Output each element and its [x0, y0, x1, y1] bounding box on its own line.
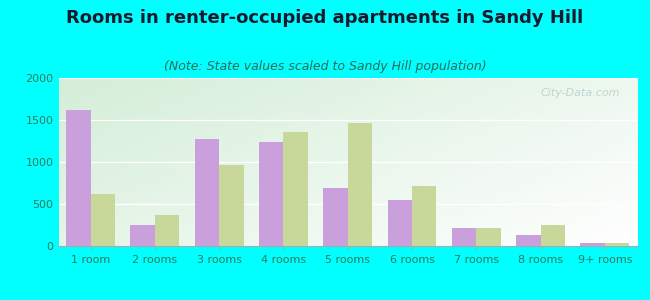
Bar	[323, 188, 348, 246]
Bar	[452, 227, 476, 246]
Bar	[66, 110, 90, 246]
Bar	[90, 194, 115, 246]
Bar	[605, 244, 629, 246]
Bar	[387, 200, 412, 246]
Bar	[476, 228, 500, 246]
Text: City-Data.com: City-Data.com	[540, 88, 619, 98]
Bar	[219, 165, 244, 246]
Bar	[131, 225, 155, 246]
Bar	[348, 123, 372, 246]
Bar	[259, 142, 283, 246]
Bar	[155, 214, 179, 246]
Bar	[516, 235, 541, 246]
Bar	[195, 139, 219, 246]
Bar	[283, 132, 308, 246]
Bar	[580, 243, 605, 246]
Text: (Note: State values scaled to Sandy Hill population): (Note: State values scaled to Sandy Hill…	[164, 60, 486, 73]
Bar	[412, 186, 436, 246]
Bar	[541, 225, 565, 246]
Text: Rooms in renter-occupied apartments in Sandy Hill: Rooms in renter-occupied apartments in S…	[66, 9, 584, 27]
